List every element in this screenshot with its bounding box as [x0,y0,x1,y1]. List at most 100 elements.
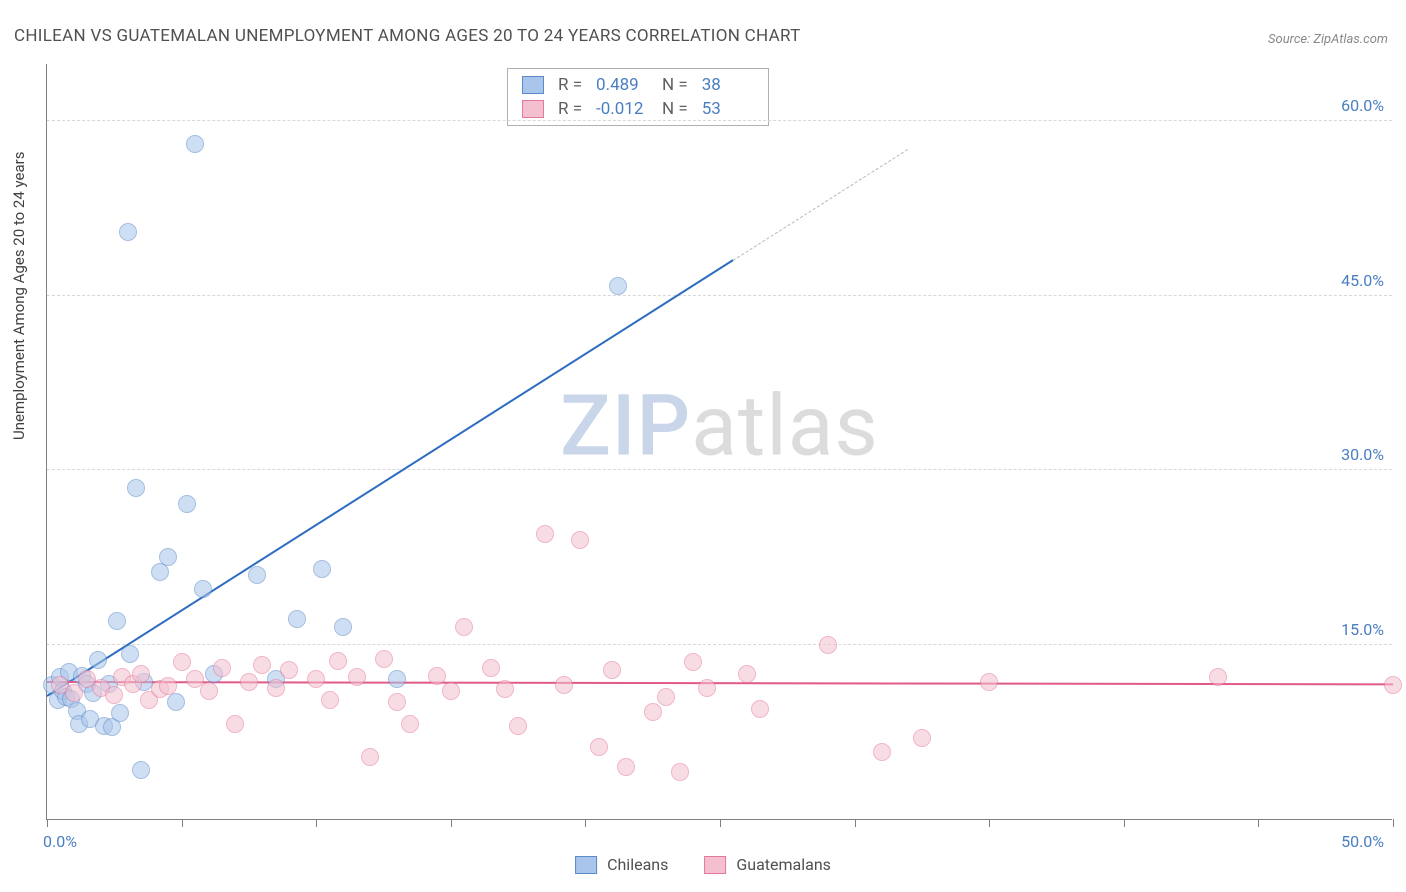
x-tick-label: 50.0% [1341,832,1384,851]
x-tick [451,819,452,827]
chart-title: CHILEAN VS GUATEMALAN UNEMPLOYMENT AMONG… [14,26,801,46]
data-point [307,670,325,688]
data-point [288,610,306,628]
y-axis-label: Unemployment Among Ages 20 to 24 years [10,152,28,440]
data-point [603,661,621,679]
x-tick [182,819,183,827]
data-point [496,680,514,698]
data-point [751,700,769,718]
x-tick [47,819,48,827]
data-point [280,661,298,679]
data-point [240,673,258,691]
x-tick [720,819,721,827]
data-point [609,277,627,295]
data-point [119,223,137,241]
data-point [159,548,177,566]
stats-row: R =-0.012N =53 [508,97,768,121]
data-point [127,479,145,497]
legend-item: Guatemalans [704,855,831,874]
data-point [555,676,573,694]
n-value: 53 [702,99,754,119]
trend-line [46,259,734,697]
data-point [442,682,460,700]
x-tick [855,819,856,827]
watermark: ZIPatlas [560,377,879,476]
data-point [213,659,231,677]
n-label: N = [662,75,688,95]
trend-line-dash [733,149,909,261]
data-point [428,667,446,685]
data-point [248,566,266,584]
data-point [178,495,196,513]
stats-legend-box: R =0.489N =38R =-0.012N =53 [507,68,769,126]
data-point [121,645,139,663]
series-swatch [522,76,544,94]
data-point [348,668,366,686]
data-point [590,738,608,756]
x-tick [1124,819,1125,827]
data-point [684,653,702,671]
data-point [671,763,689,781]
chart-container: CHILEAN VS GUATEMALAN UNEMPLOYMENT AMONG… [0,0,1406,892]
data-point [132,665,150,683]
data-point [375,650,393,668]
data-point [571,531,589,549]
x-tick [316,819,317,827]
gridline-h [47,295,1392,296]
data-point [329,652,347,670]
x-tick [585,819,586,827]
data-point [108,612,126,630]
data-point [509,717,527,735]
x-tick-label: 0.0% [43,832,77,851]
gridline-h [47,120,1392,121]
y-tick-label: 15.0% [1341,620,1384,639]
legend-label: Chileans [607,855,668,874]
data-point [200,682,218,700]
y-tick-label: 45.0% [1341,271,1384,290]
data-point [89,651,107,669]
n-value: 38 [702,75,754,95]
data-point [65,684,83,702]
data-point [194,580,212,598]
data-point [698,679,716,697]
data-point [334,618,352,636]
y-tick-label: 60.0% [1341,96,1384,115]
data-point [226,715,244,733]
data-point [173,653,191,671]
data-point [1384,676,1402,694]
data-point [159,677,177,695]
data-point [980,673,998,691]
legend-item: Chileans [575,855,668,874]
r-value: -0.012 [596,99,648,119]
data-point [313,560,331,578]
data-point [361,748,379,766]
x-tick [989,819,990,827]
data-point [253,656,271,674]
data-point [1209,668,1227,686]
data-point [321,691,339,709]
data-point [111,704,129,722]
stats-row: R =0.489N =38 [508,73,768,97]
series-legend: Chileans Guatemalans [575,855,831,874]
data-point [267,679,285,697]
x-tick [1393,819,1394,827]
legend-swatch [704,856,726,874]
data-point [482,659,500,677]
data-point [738,665,756,683]
data-point [536,525,554,543]
data-point [388,693,406,711]
data-point [873,743,891,761]
gridline-h [47,469,1392,470]
source-attribution: Source: ZipAtlas.com [1268,32,1388,47]
data-point [105,686,123,704]
gridline-h [47,644,1392,645]
y-tick-label: 30.0% [1341,445,1384,464]
r-label: R = [558,75,582,95]
x-tick [1258,819,1259,827]
legend-label: Guatemalans [736,855,831,874]
data-point [617,758,635,776]
plot-area: ZIPatlas R =0.489N =38R =-0.012N =53 15.… [46,64,1392,820]
data-point [401,715,419,733]
data-point [657,688,675,706]
data-point [913,729,931,747]
